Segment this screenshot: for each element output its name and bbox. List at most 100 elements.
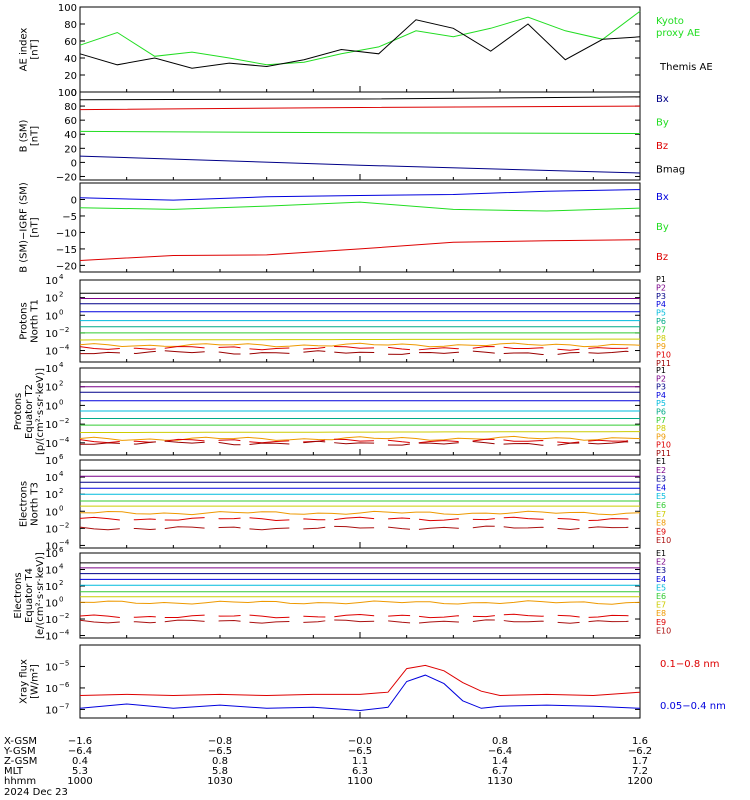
legend-entry: proxy AE: [656, 28, 700, 39]
legend-entry: E4: [656, 483, 666, 492]
y-tick-label: −10: [56, 228, 77, 239]
y-tick-label: 10: [45, 524, 58, 535]
series-line-p9: [79, 342, 641, 348]
series-line-bmag: [79, 96, 641, 101]
y-axis-label: Equator T2: [24, 384, 35, 439]
y-axis-label: Equator T4: [24, 568, 35, 623]
y-tick-label: 40: [64, 54, 77, 65]
legend-entry: P3: [656, 383, 666, 392]
panel-bsm: −20 0 20 40 60 80 100 B (SM) [nT] Bx By Bz Bmag: [19, 88, 686, 183]
x-value: −6.5: [348, 746, 372, 757]
legend-entry: By: [656, 222, 669, 233]
y-tick-exponent: −4: [59, 629, 70, 637]
y-tick-exponent: −2: [59, 521, 69, 529]
panel-bigrf: −20 −15 −10 −5 0 B (SM)−IGRF (SM) [nT] Bx By Bz: [19, 182, 669, 273]
x-value: 1100: [347, 776, 372, 787]
y-tick-exponent: 2: [59, 380, 63, 388]
y-tick-label: 10: [45, 684, 58, 695]
y-tick-exponent: 2: [59, 291, 63, 299]
panel-frame: [79, 91, 641, 181]
x-value: −6.2: [628, 746, 652, 757]
x-row-label: hhmm: [4, 776, 36, 787]
y-axis-label: Electrons: [13, 572, 24, 618]
y-tick-exponent: −2: [59, 612, 69, 620]
y-tick-exponent: 4: [59, 361, 64, 369]
y-axis-label: B (SM)−IGRF (SM): [19, 182, 30, 273]
y-tick-label: 10: [45, 364, 58, 375]
legend-entry: E1: [656, 457, 666, 466]
y-tick-label: 80: [64, 102, 77, 113]
x-value: 1.4: [492, 756, 508, 767]
y-axis-label: B (SM): [19, 119, 30, 152]
legend-entry: E9: [656, 527, 666, 536]
x-value: 1.1: [352, 756, 368, 767]
legend-entry: 0.05−0.4 nm: [660, 701, 726, 712]
legend-entry: E3: [656, 566, 666, 575]
y-tick-label: 20: [64, 144, 77, 155]
x-value: 0.4: [72, 756, 88, 767]
y-tick-exponent: −4: [59, 538, 70, 546]
y-tick-label: 10: [45, 582, 58, 593]
legend-entry: P11: [656, 449, 671, 458]
y-axis-label: North T3: [30, 482, 41, 526]
x-axis-labels: X-GSMY-GSMZ-GSMMLThhmm−1.6−6.40.45.31000…: [3, 736, 653, 798]
x-value: 1.6: [632, 736, 648, 747]
series-line-bx: [79, 189, 641, 201]
series-line-bz: [79, 105, 641, 111]
y-tick-exponent: 0: [59, 308, 63, 316]
y-tick-label: −20: [56, 172, 77, 183]
legend-entry: E2: [656, 558, 666, 567]
y-tick-exponent: −4: [59, 436, 70, 444]
legend-entry: P6: [656, 408, 666, 417]
y-tick-exponent: −5: [59, 659, 69, 667]
legend-entry: Bx: [656, 192, 669, 203]
legend-entry: E8: [656, 519, 666, 528]
y-axis-label: [p/(cm²·s·sr·keV)]: [35, 368, 46, 455]
y-tick-exponent: 4: [59, 273, 64, 281]
series-line-e9: [79, 613, 641, 619]
series-line-by: [79, 201, 641, 212]
legend-entry: E10: [656, 626, 671, 635]
panel-frame: [79, 6, 641, 93]
x-value: 7.2: [632, 766, 648, 777]
x-row-label: Y-GSM: [3, 746, 36, 757]
y-tick-exponent: 0: [59, 504, 63, 512]
y-tick-label: 0: [71, 88, 77, 99]
y-tick-label: 10: [45, 456, 58, 467]
y-tick-label: 10: [45, 473, 58, 484]
y-tick-exponent: −6: [59, 681, 70, 689]
y-tick-exponent: 2: [59, 579, 63, 587]
y-tick-label: 60: [64, 37, 77, 48]
x-value: 0.8: [492, 736, 508, 747]
legend-entry: Kyoto: [656, 16, 684, 27]
legend-entry: 0.1−0.8 nm: [660, 659, 719, 670]
series-line-bz: [79, 239, 641, 261]
panel-frame: [79, 552, 641, 639]
series-line-e10: [79, 619, 641, 624]
y-tick-label: 10: [45, 329, 58, 340]
series-line-0-1-0-8-nm: [79, 664, 641, 697]
series-line-e8: [79, 510, 641, 516]
legend-entry: E3: [656, 475, 666, 484]
legend-entry: P1: [656, 275, 666, 284]
series-line-by: [79, 130, 641, 134]
legend-entry: E8: [656, 609, 666, 618]
series-line-p10: [79, 345, 641, 351]
y-tick-label: 10: [45, 507, 58, 518]
y-tick-label: 10: [45, 705, 58, 716]
x-row-label: Z-GSM: [4, 756, 37, 767]
y-tick-exponent: −2: [59, 326, 69, 334]
y-axis-label: [nT]: [30, 217, 41, 237]
x-value: 1030: [207, 776, 232, 787]
x-value: 1130: [487, 776, 512, 787]
y-tick-label: 10: [45, 662, 58, 673]
legend-entry: By: [656, 118, 669, 129]
y-tick-label: 80: [64, 20, 77, 31]
legend-entry: Bz: [656, 141, 668, 152]
x-value: −6.4: [68, 746, 92, 757]
legend-entry: E6: [656, 592, 666, 601]
y-axis-label: Electrons: [19, 481, 30, 527]
x-row-label: X-GSM: [4, 736, 37, 747]
